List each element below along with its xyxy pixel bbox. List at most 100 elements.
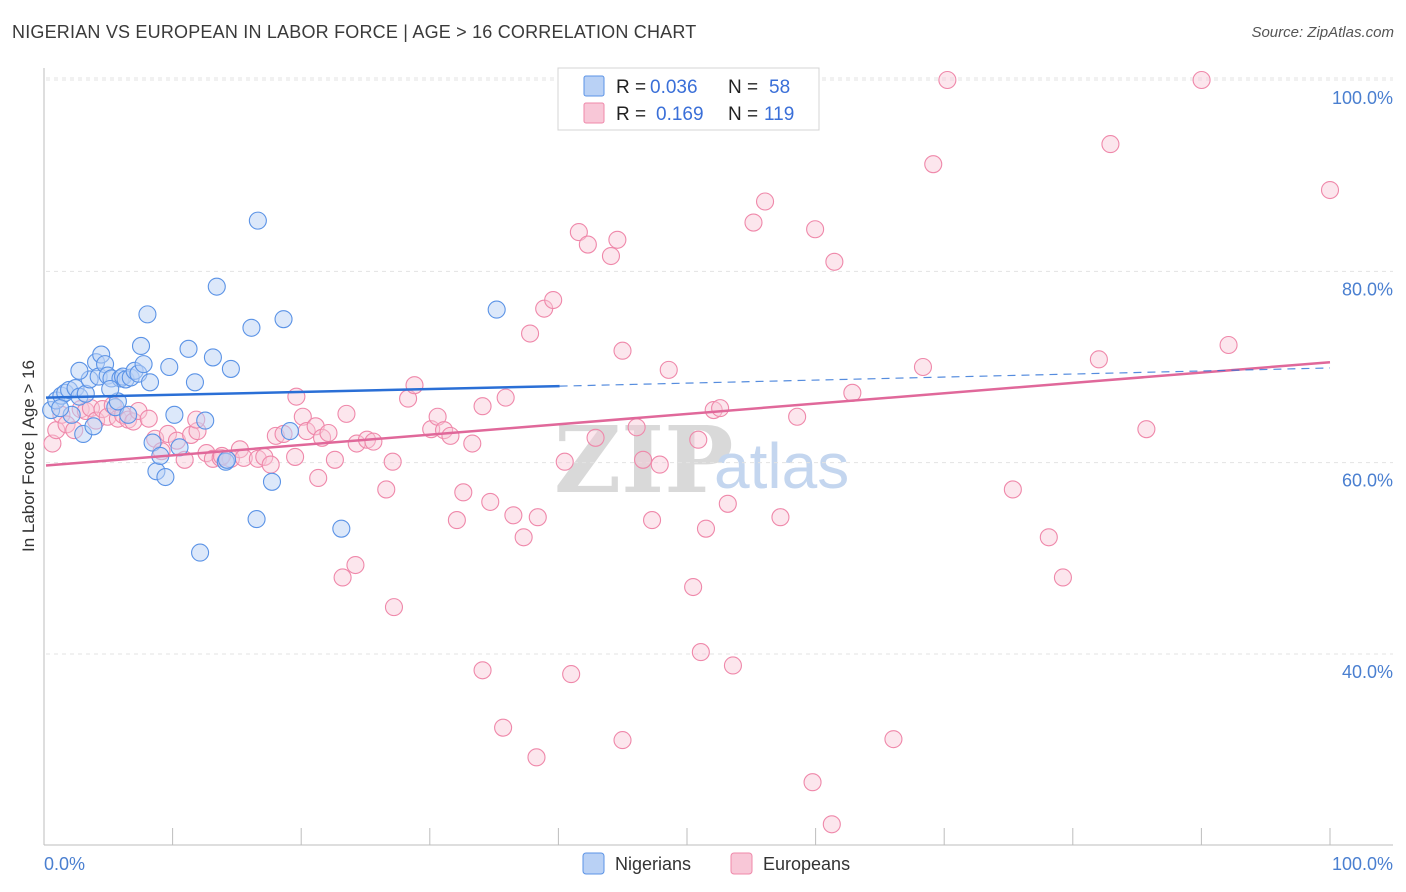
europeans-point — [158, 424, 178, 444]
x-tick-label-max: 100.0% — [1332, 854, 1393, 874]
europeans-point — [333, 568, 352, 587]
europeans-point — [627, 418, 646, 437]
europeans-point — [473, 397, 492, 416]
nigerians-point — [143, 433, 162, 452]
europeans-point — [514, 528, 533, 547]
europeans-point — [755, 192, 775, 211]
europeans-point — [569, 223, 588, 242]
europeans-point — [601, 246, 621, 266]
watermark-zip: ZIP — [554, 406, 733, 514]
europeans-point — [364, 432, 383, 451]
europeans-point — [496, 388, 515, 407]
europeans-point — [578, 235, 597, 254]
europeans-point — [608, 230, 627, 249]
nigerians-point — [51, 399, 70, 418]
europeans-point — [1101, 135, 1120, 154]
europeans-point — [586, 428, 605, 447]
europeans-point — [527, 748, 546, 767]
europeans-point — [634, 450, 653, 469]
europeans-point — [384, 598, 404, 617]
europeans-point — [744, 213, 763, 232]
nigerians-point — [70, 361, 89, 380]
nigerians-point — [140, 373, 160, 392]
nigerians-point — [134, 355, 153, 374]
legend-nigerians-label: Nigerians — [615, 854, 691, 874]
europeans-point — [528, 508, 547, 527]
europeans-point — [555, 452, 574, 471]
europeans-point — [884, 730, 903, 749]
nigerians-point — [138, 305, 157, 324]
nigerians-point — [274, 310, 293, 329]
y-tick-label-40: 40.0% — [1342, 662, 1393, 682]
y-tick-label-60: 60.0% — [1342, 471, 1393, 491]
europeans-point — [1089, 350, 1108, 369]
nigerians-n-label: N = — [728, 77, 758, 98]
nigerians-point — [221, 359, 240, 378]
europeans-point — [383, 452, 402, 471]
europeans-point — [689, 430, 708, 449]
europeans-point — [293, 407, 312, 426]
europeans-point — [481, 492, 500, 511]
europeans-point — [806, 220, 825, 239]
europeans-point — [562, 665, 581, 684]
nigerians-point — [131, 336, 151, 356]
europeans-point — [521, 324, 540, 343]
watermark-atlas: atlas — [714, 430, 849, 502]
nigerians-point — [185, 373, 204, 392]
europeans-point — [43, 434, 62, 453]
europeans-point — [642, 511, 662, 530]
europeans-point — [659, 360, 678, 379]
nigerians-r-value: 0.036 — [650, 77, 698, 98]
y-tick-labels: 40.0% 60.0% 80.0% 100.0% — [1332, 88, 1393, 682]
europeans-point — [788, 407, 807, 426]
europeans-point — [454, 483, 473, 502]
nigerians-point — [160, 357, 179, 377]
europeans-point — [803, 773, 822, 792]
nigerians-swatch — [583, 75, 605, 97]
europeans-point — [718, 494, 737, 513]
europeans-point — [684, 577, 703, 597]
nigerians-points — [42, 211, 506, 562]
stats-legend: R = 0.036 N = 58 R = 0.169 N = 119 — [557, 67, 820, 131]
europeans-point — [463, 434, 482, 453]
europeans-point — [691, 643, 710, 662]
gridlines — [46, 77, 1393, 655]
nigerians-point — [247, 510, 266, 529]
nigerians-point — [156, 467, 175, 487]
europeans-point — [309, 468, 328, 488]
europeans-point — [441, 426, 460, 445]
europeans-point — [938, 70, 957, 90]
europeans-point — [1219, 335, 1238, 355]
nigerians-point — [207, 277, 226, 296]
nigerians-trendline-extension — [559, 367, 1331, 387]
series-legend: Nigerians Europeans — [582, 852, 850, 875]
europeans-point — [337, 404, 356, 423]
europeans-point — [494, 718, 513, 737]
nigerians-point — [101, 379, 120, 399]
europeans-point — [913, 357, 933, 377]
europeans-point — [504, 506, 523, 525]
europeans-point — [1039, 528, 1058, 547]
europeans-points — [43, 70, 1340, 834]
x-tick-label-min: 0.0% — [44, 854, 85, 874]
europeans-point — [1192, 70, 1211, 90]
europeans-point — [286, 447, 305, 466]
nigerians-point — [262, 472, 282, 491]
europeans-point — [325, 450, 344, 469]
europeans-n-label: N = — [728, 104, 758, 125]
legend-europeans-swatch — [730, 852, 753, 875]
europeans-point — [613, 731, 632, 750]
europeans-point — [825, 252, 844, 271]
europeans-r-value: 0.169 — [656, 104, 704, 125]
y-axis-title: In Labor Force | Age > 16 — [19, 360, 38, 552]
europeans-point — [261, 455, 280, 474]
europeans-point — [405, 376, 424, 395]
axes — [43, 68, 1393, 846]
nigerians-point — [191, 543, 210, 562]
europeans-point — [139, 409, 158, 428]
trendlines — [45, 360, 1331, 467]
europeans-point — [346, 555, 365, 575]
nigerians-point — [196, 411, 215, 430]
europeans-point — [924, 155, 943, 174]
europeans-point — [1320, 180, 1340, 200]
